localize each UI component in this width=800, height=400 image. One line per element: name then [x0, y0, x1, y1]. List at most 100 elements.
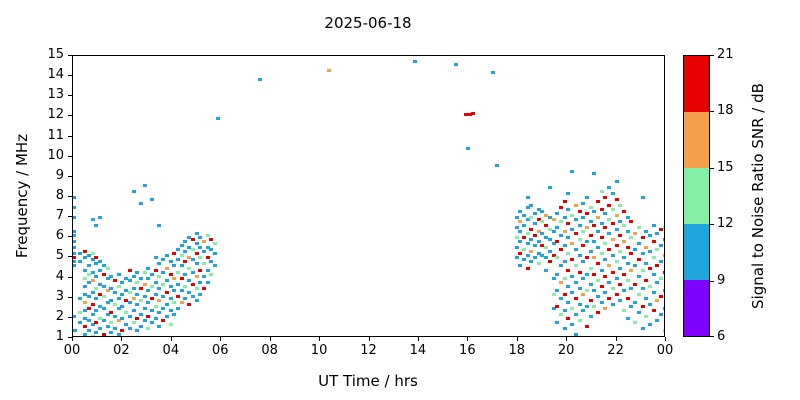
data-point [636, 258, 641, 262]
data-point [588, 282, 593, 286]
data-point [187, 290, 192, 294]
data-point [213, 242, 218, 246]
colorbar-tick-label: 9 [717, 272, 726, 288]
data-point [551, 218, 556, 222]
data-point [614, 260, 619, 264]
data-point [157, 262, 162, 266]
data-point [651, 224, 656, 228]
data-point [161, 294, 166, 298]
data-point [157, 274, 162, 278]
x-tick-label: 10 [310, 343, 328, 358]
data-point [536, 252, 541, 256]
data-point [157, 286, 162, 290]
data-point [584, 324, 589, 328]
data-point [573, 332, 578, 336]
data-point [494, 163, 499, 167]
data-point [187, 302, 192, 306]
y-tick-mark [68, 196, 72, 197]
data-point [610, 238, 615, 242]
x-tick-mark [170, 337, 172, 341]
data-point [87, 280, 92, 284]
y-tick-mark [68, 155, 72, 157]
data-point [555, 212, 560, 216]
data-point [135, 316, 140, 320]
x-tick-label: 00 [63, 343, 81, 358]
y-tick-mark [68, 175, 72, 177]
x-tick-mark [220, 337, 222, 341]
data-point [514, 246, 519, 250]
colorbar-band [684, 280, 709, 336]
data-point [592, 272, 597, 276]
data-point [618, 282, 623, 286]
data-point [179, 244, 184, 248]
data-point [98, 216, 103, 220]
data-point [209, 260, 214, 264]
data-point [525, 232, 530, 236]
data-point [659, 294, 664, 298]
data-point [618, 266, 623, 270]
data-point [127, 268, 132, 272]
data-point [187, 236, 192, 240]
data-point [614, 198, 619, 201]
data-point [625, 262, 630, 266]
data-point [644, 262, 649, 266]
data-point [640, 236, 645, 240]
data-point [588, 266, 593, 270]
data-point [562, 200, 567, 204]
x-tick-mark [417, 337, 419, 341]
data-point [120, 316, 125, 320]
data-point [588, 250, 593, 254]
data-point [73, 252, 77, 256]
data-point [198, 246, 203, 250]
data-point [105, 300, 110, 304]
colorbar-tick-label: 12 [717, 216, 734, 232]
data-point [621, 210, 626, 214]
data-point [584, 196, 589, 199]
data-point [525, 254, 530, 258]
data-point [636, 274, 641, 278]
data-point [603, 290, 608, 294]
data-point [514, 236, 519, 240]
data-point [109, 310, 114, 314]
data-point [629, 304, 634, 308]
data-point [113, 290, 117, 294]
data-point [116, 284, 121, 288]
data-point [187, 246, 192, 250]
data-point [116, 306, 121, 310]
data-point [109, 320, 114, 324]
y-tick-label: 6 [55, 228, 64, 244]
data-point [94, 256, 99, 260]
data-point [101, 284, 106, 288]
data-point [146, 288, 151, 292]
data-point [90, 312, 95, 316]
y-tick-label: 2 [55, 308, 64, 324]
x-tick-label: 00 [656, 343, 674, 358]
data-point [562, 308, 567, 312]
data-point [640, 268, 645, 272]
data-point [558, 234, 563, 238]
colorbar-tick-label: 6 [717, 329, 726, 344]
data-point [636, 226, 641, 230]
data-point [120, 328, 125, 332]
data-point [73, 216, 77, 220]
data-point [150, 198, 155, 201]
colorbar-tick-label: 18 [717, 103, 734, 119]
data-point [98, 282, 103, 286]
data-point [157, 224, 162, 228]
data-point [73, 314, 77, 318]
x-tick-label: 18 [508, 343, 526, 358]
data-point [533, 244, 538, 248]
data-point [127, 278, 132, 282]
data-point [555, 304, 560, 308]
data-point [621, 272, 626, 276]
data-point [614, 276, 619, 280]
data-point [573, 264, 578, 268]
data-point [584, 212, 589, 216]
data-point [621, 240, 626, 244]
data-point [168, 272, 173, 276]
data-point [655, 280, 660, 284]
data-point [135, 280, 140, 284]
data-point [116, 332, 121, 336]
data-point [142, 294, 147, 298]
data-point [73, 230, 77, 234]
